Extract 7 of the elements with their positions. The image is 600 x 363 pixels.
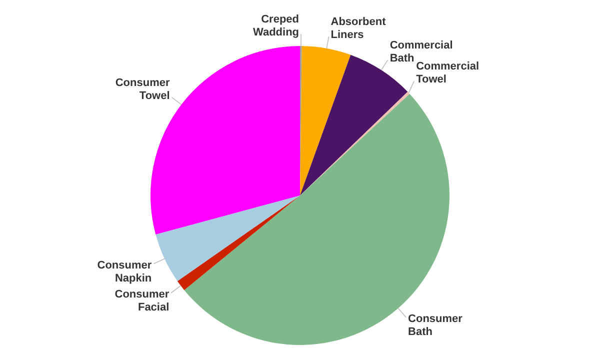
slice-label: Creped Wadding [252,14,300,39]
slice-label: Consumer Bath [408,312,464,338]
slice-label: Consumer Napkin [97,259,152,284]
slice-label: Commercial Towel [416,60,480,86]
slice-label: Consumer Towel [115,76,170,102]
slice-label: Absorbent Liners [330,16,386,42]
slice-label: Consumer Facial [114,288,170,314]
